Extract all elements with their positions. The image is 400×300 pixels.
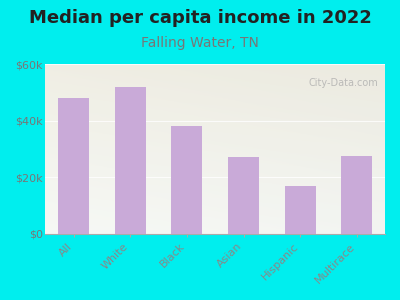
Bar (115, 87, 146, 234)
Bar (58, 98, 89, 234)
Text: City-Data.com: City-Data.com (308, 78, 378, 88)
Bar (228, 157, 259, 234)
Text: Falling Water, TN: Falling Water, TN (141, 36, 259, 50)
Bar (171, 126, 202, 234)
Text: Median per capita income in 2022: Median per capita income in 2022 (28, 9, 372, 27)
Bar (341, 156, 372, 234)
Bar (284, 186, 316, 234)
